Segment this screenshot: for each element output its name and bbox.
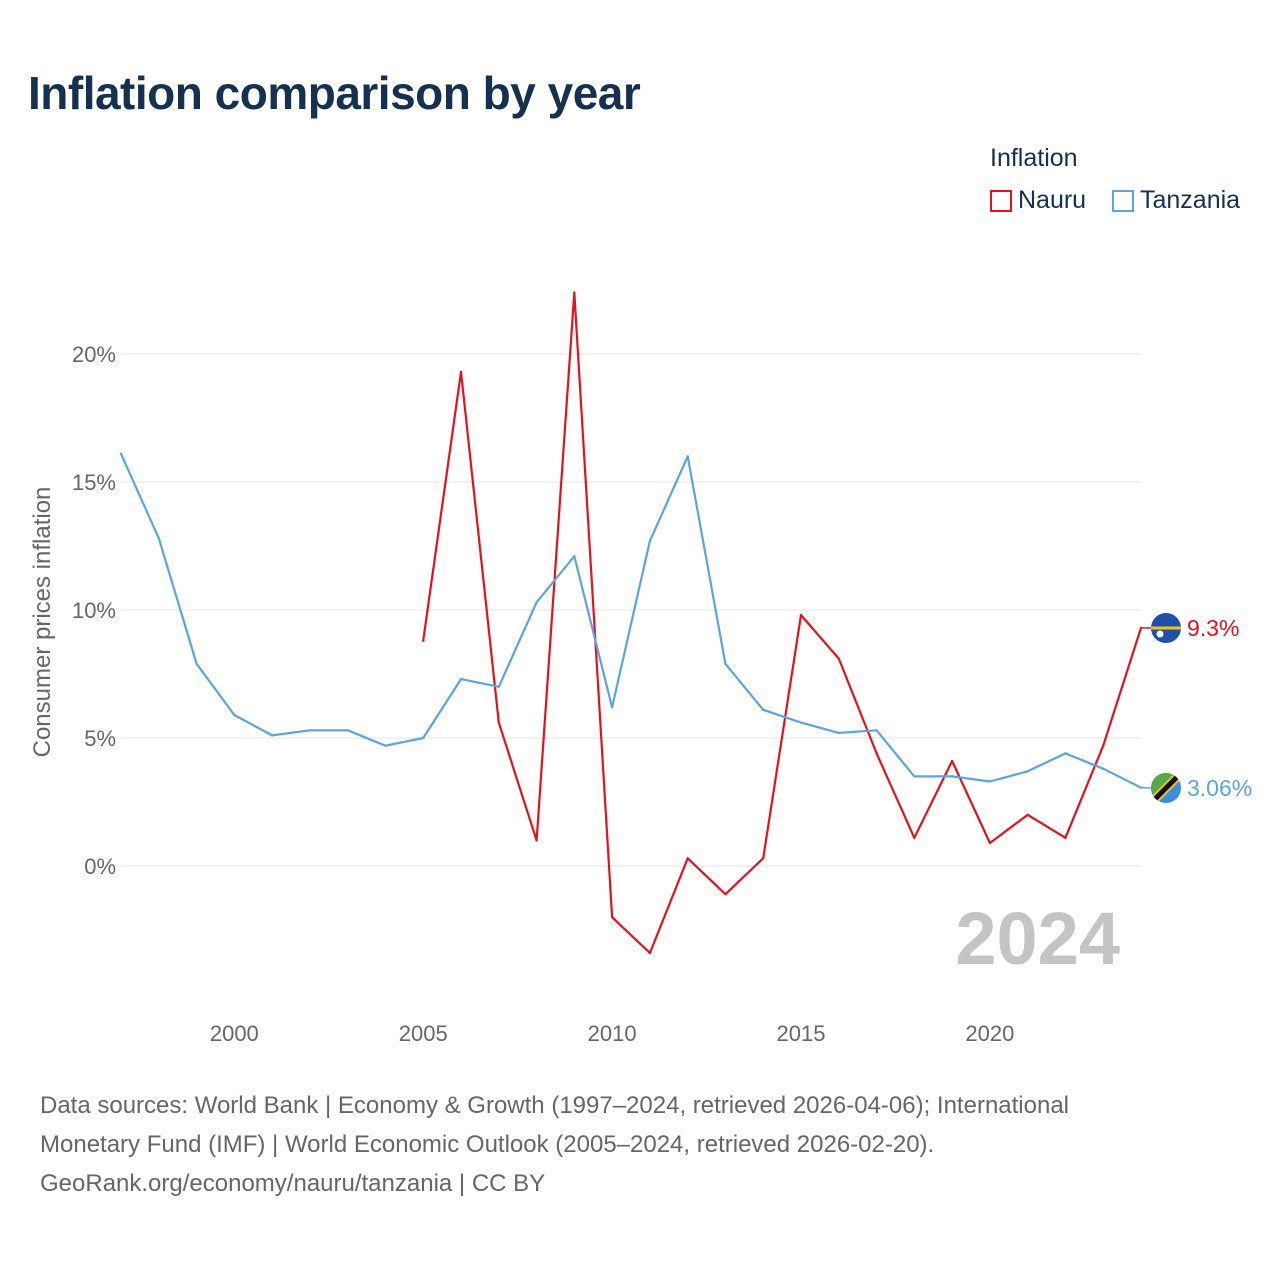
data-point-tanzania xyxy=(233,713,236,717)
series-layer xyxy=(119,291,1154,955)
data-point-nauru xyxy=(762,857,765,860)
nauru-flag-icon xyxy=(1151,613,1181,643)
legend-swatch-nauru xyxy=(990,189,1012,212)
data-point-nauru xyxy=(724,892,727,896)
end-value-label-tanzania: 3.06% xyxy=(1187,775,1252,801)
data-point-nauru xyxy=(799,613,803,617)
data-point-nauru xyxy=(950,759,954,763)
data-point-nauru xyxy=(988,841,992,845)
data-point-tanzania xyxy=(875,729,878,732)
data-point-nauru xyxy=(497,721,500,724)
data-point-nauru xyxy=(913,836,916,840)
y-tick-label: 0% xyxy=(84,854,116,879)
legend-item-nauru[interactable]: Nauru xyxy=(990,186,1086,215)
data-point-nauru xyxy=(1064,836,1067,840)
data-point-nauru xyxy=(686,857,689,860)
data-point-tanzania xyxy=(308,729,312,732)
legend-label-tanzania: Tanzania xyxy=(1140,186,1241,214)
y-axis-title: Consumer prices inflation xyxy=(29,487,56,758)
tanzania-flag-icon xyxy=(1151,773,1181,803)
data-point-nauru xyxy=(610,916,614,919)
legend-title: Inflation xyxy=(990,144,1078,172)
x-tick-label: 2005 xyxy=(399,1021,448,1046)
footer-line-2: Monetary Fund (IMF) | World Economic Out… xyxy=(40,1131,935,1158)
x-tick-label: 2015 xyxy=(777,1021,826,1046)
data-point-tanzania xyxy=(610,706,614,709)
y-tick-label: 5% xyxy=(84,726,116,751)
x-tick-label: 2010 xyxy=(588,1021,637,1046)
data-point-tanzania xyxy=(422,736,425,740)
data-point-nauru xyxy=(573,291,576,294)
year-watermark: 2024 xyxy=(955,897,1120,980)
data-point-tanzania xyxy=(270,734,274,737)
data-point-nauru xyxy=(459,370,463,374)
data-point-tanzania xyxy=(1064,752,1067,755)
data-point-tanzania xyxy=(988,780,992,783)
x-tick-label: 2000 xyxy=(210,1021,259,1046)
y-tick-label: 20% xyxy=(72,342,116,367)
data-point-tanzania xyxy=(686,455,689,458)
data-point-tanzania xyxy=(195,662,198,665)
data-point-nauru xyxy=(875,752,878,755)
footer-line-3: GeoRank.org/economy/nauru/tanzania | CC … xyxy=(40,1170,546,1197)
data-point-nauru xyxy=(1102,744,1105,747)
y-tick-label: 15% xyxy=(72,470,116,495)
data-point-nauru xyxy=(1026,813,1029,816)
end-marker-layer xyxy=(1151,613,1181,803)
data-point-nauru xyxy=(535,839,538,842)
data-point-tanzania xyxy=(119,452,123,456)
data-point-tanzania xyxy=(837,731,840,735)
line-chart: 0% 5% 10% 15% 20% 2000 2005 2010 2015 2020 Consume… xyxy=(29,291,1252,1046)
data-point-tanzania xyxy=(573,555,576,558)
data-point-tanzania xyxy=(157,537,160,540)
data-point-tanzania xyxy=(913,775,916,778)
legend-label-nauru: Nauru xyxy=(1018,186,1087,214)
y-tick-label: 10% xyxy=(72,598,116,623)
legend-item-tanzania[interactable]: Tanzania xyxy=(1112,186,1240,215)
legend-swatch-tanzania xyxy=(1112,189,1134,212)
data-point-tanzania xyxy=(1102,767,1105,770)
data-point-tanzania xyxy=(459,677,463,681)
data-point-tanzania xyxy=(724,662,727,665)
data-point-tanzania xyxy=(762,708,765,712)
series-line-nauru xyxy=(422,291,1143,955)
grid-layer: 0% 5% 10% 15% 20% 2000 2005 2010 2015 2020 Consume… xyxy=(29,342,1141,1046)
footer-line-1: Data sources: World Bank | Economy & Gro… xyxy=(40,1092,1070,1119)
data-point-nauru xyxy=(648,951,652,955)
data-point-tanzania xyxy=(799,721,803,724)
chart-title: Inflation comparison by year xyxy=(28,67,641,119)
x-tick-label: 2020 xyxy=(965,1021,1014,1046)
data-point-tanzania xyxy=(535,601,538,604)
data-point-tanzania xyxy=(346,729,349,732)
data-point-tanzania xyxy=(648,539,652,543)
footer-sources: Data sources: World Bank | Economy & Gro… xyxy=(40,1086,1240,1203)
data-point-nauru xyxy=(422,639,425,642)
data-point-tanzania xyxy=(497,685,500,688)
data-point-tanzania xyxy=(384,744,387,747)
data-point-tanzania xyxy=(1026,770,1029,773)
end-value-label-nauru: 9.3% xyxy=(1187,615,1239,641)
data-point-tanzania xyxy=(950,775,954,778)
series-line-tanzania xyxy=(119,453,1142,789)
data-point-nauru xyxy=(837,657,840,660)
